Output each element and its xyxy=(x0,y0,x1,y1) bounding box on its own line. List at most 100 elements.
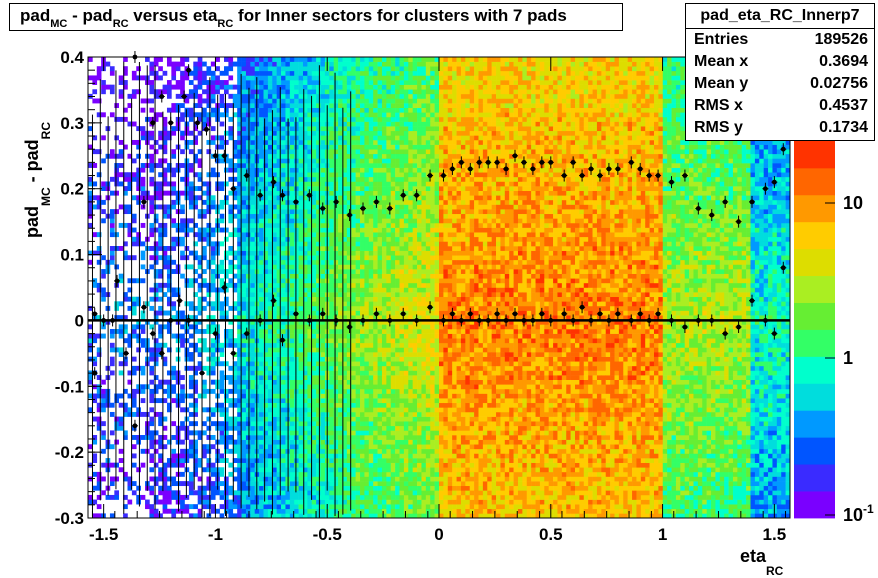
heatmap-cell xyxy=(259,513,264,519)
heatmap-cell xyxy=(386,490,392,496)
heatmap-cell xyxy=(285,490,291,496)
heatmap-cell xyxy=(381,305,387,311)
heatmap-cell xyxy=(210,370,216,376)
heatmap-cell xyxy=(355,481,361,487)
heatmap-cell xyxy=(109,361,115,367)
heatmap-cell xyxy=(364,121,370,127)
heatmap-cell xyxy=(316,379,321,385)
heatmap-cell xyxy=(272,84,277,90)
heatmap-cell xyxy=(232,342,238,348)
heatmap-cell xyxy=(294,402,299,408)
heatmap-cell xyxy=(232,204,238,210)
heatmap-cell xyxy=(281,287,286,293)
heatmap-cell xyxy=(289,273,295,279)
heatmap-cell xyxy=(333,398,339,404)
heatmap-cell xyxy=(281,444,286,450)
heatmap-cell xyxy=(368,485,374,491)
heatmap-cell xyxy=(180,241,185,247)
heatmap-cell xyxy=(320,444,326,450)
heatmap-cell xyxy=(263,485,269,491)
heatmap-cell xyxy=(351,356,356,362)
heatmap-cell xyxy=(228,398,234,404)
heatmap-cell xyxy=(228,328,234,334)
heatmap-cell xyxy=(237,246,242,251)
heatmap-cell xyxy=(355,103,361,109)
heatmap-cell xyxy=(351,103,356,109)
heatmap-cell xyxy=(360,481,365,487)
heatmap-cell xyxy=(123,324,128,330)
heatmap-cell xyxy=(101,421,106,427)
heatmap-cell xyxy=(329,75,334,81)
heatmap-cell xyxy=(360,139,365,145)
heatmap-cell xyxy=(360,70,365,76)
heatmap-cell xyxy=(338,278,343,284)
heatmap-cell xyxy=(360,388,365,394)
heatmap-cell xyxy=(267,471,273,477)
heatmap-cell xyxy=(267,301,273,307)
heatmap-cell xyxy=(237,356,242,362)
heatmap-cell xyxy=(140,338,146,344)
heatmap-cell xyxy=(250,246,256,251)
heatmap-cell xyxy=(289,435,295,440)
heatmap-cell xyxy=(338,172,343,178)
heatmap-cell xyxy=(333,66,339,72)
heatmap-cell xyxy=(123,328,128,334)
heatmap-cell xyxy=(329,80,334,85)
heatmap-cell xyxy=(364,190,370,196)
heatmap-cell xyxy=(342,236,348,242)
heatmap-cell xyxy=(351,199,356,205)
heatmap-cell xyxy=(250,232,256,238)
heatmap-cell xyxy=(272,144,277,150)
heatmap-cell xyxy=(224,250,229,256)
heatmap-cell xyxy=(316,338,321,344)
heatmap-cell xyxy=(149,61,155,67)
heatmap-cell xyxy=(364,241,370,247)
heatmap-cell xyxy=(311,264,317,270)
heatmap-cell xyxy=(377,513,383,519)
heatmap-cell xyxy=(267,209,273,215)
heatmap-cell xyxy=(355,259,361,265)
heatmap-cell xyxy=(263,98,269,104)
heatmap-cell xyxy=(320,448,326,454)
heatmap-cell xyxy=(311,107,317,113)
heatmap-cell xyxy=(241,513,247,519)
heatmap-cell xyxy=(193,93,198,99)
heatmap-cell xyxy=(153,494,159,500)
heatmap-cell xyxy=(364,365,370,371)
heatmap-cell xyxy=(311,222,317,228)
heatmap-cell xyxy=(289,513,295,519)
heatmap-cell xyxy=(224,485,229,491)
heatmap-cell xyxy=(342,172,348,178)
heatmap-cell xyxy=(355,439,361,445)
heatmap-cell xyxy=(197,347,203,353)
heatmap-cell xyxy=(377,57,383,62)
heatmap-cell xyxy=(153,499,159,505)
heatmap-cell xyxy=(302,139,308,145)
heatmap-cell xyxy=(193,232,198,238)
heatmap-cell xyxy=(364,126,370,132)
heatmap-cell xyxy=(360,135,365,141)
heatmap-cell xyxy=(373,158,378,164)
heatmap-cell xyxy=(298,186,304,191)
heatmap-cell xyxy=(294,471,299,477)
heatmap-cell xyxy=(307,139,313,145)
heatmap-cell xyxy=(241,347,247,353)
heatmap-cell xyxy=(381,361,387,367)
heatmap-cell xyxy=(307,255,313,261)
heatmap-cell xyxy=(320,296,326,302)
heatmap-cell xyxy=(149,504,155,510)
heatmap-cell xyxy=(237,504,242,510)
heatmap-cell xyxy=(302,513,308,519)
heatmap-cell xyxy=(377,467,383,473)
heatmap-cell xyxy=(92,75,98,81)
heatmap-cell xyxy=(228,338,234,344)
heatmap-cell xyxy=(276,98,282,104)
heatmap-cell xyxy=(149,324,155,330)
heatmap-cell xyxy=(373,241,378,247)
heatmap-cell xyxy=(373,301,378,307)
heatmap-cell xyxy=(245,292,251,298)
heatmap-cell xyxy=(153,508,159,514)
heatmap-cell xyxy=(210,462,216,468)
heatmap-cell xyxy=(259,411,264,417)
heatmap-cell xyxy=(237,342,242,348)
